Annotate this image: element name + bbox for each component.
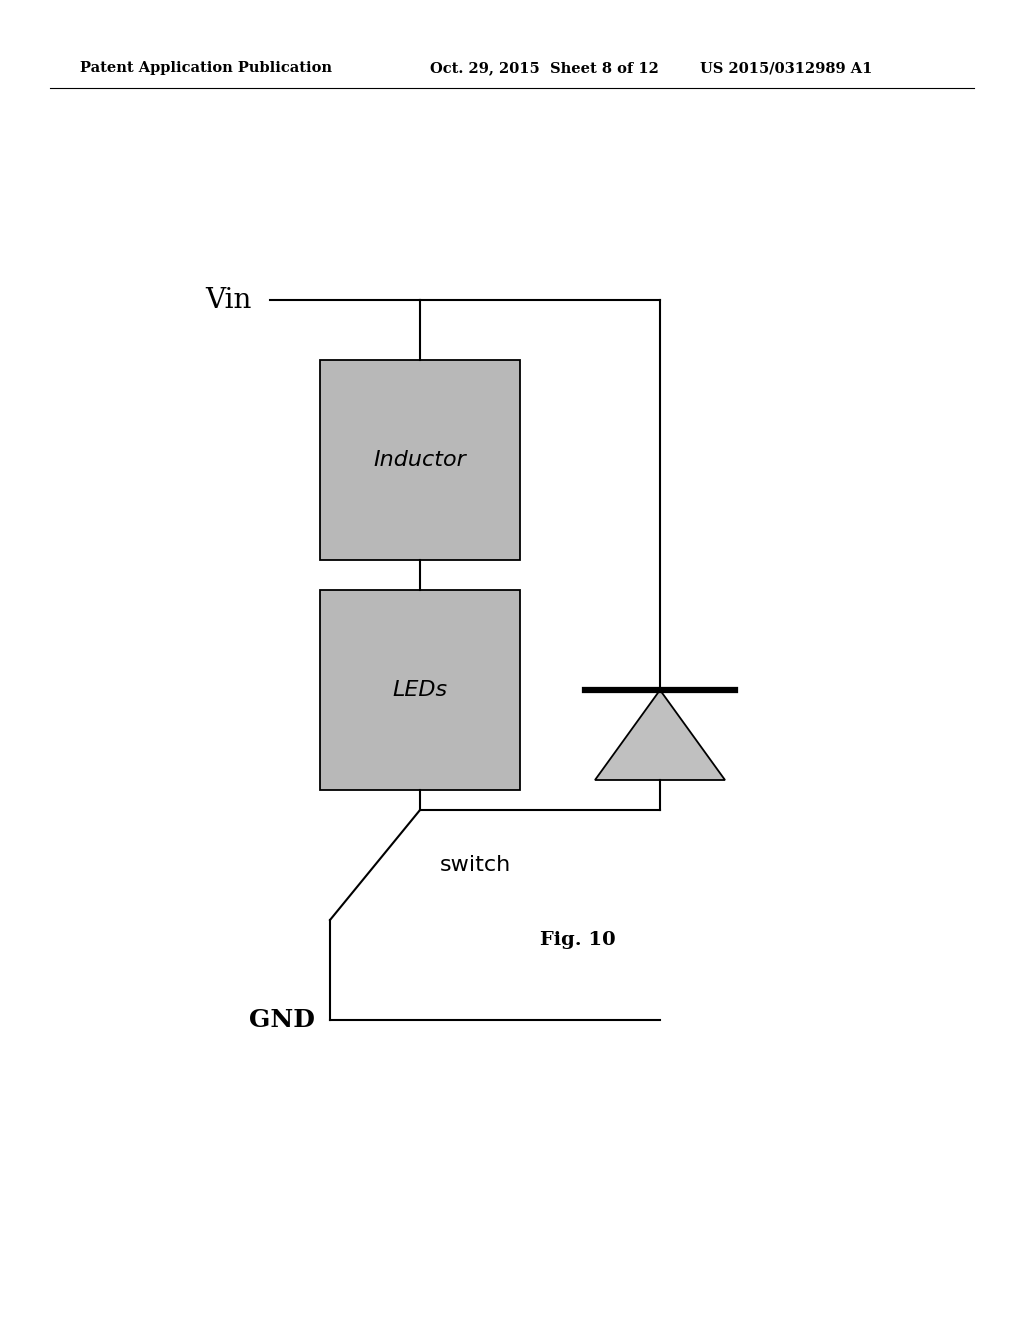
Text: Oct. 29, 2015  Sheet 8 of 12: Oct. 29, 2015 Sheet 8 of 12 <box>430 61 658 75</box>
Text: switch: switch <box>440 855 511 875</box>
Text: Vin: Vin <box>206 286 252 314</box>
Polygon shape <box>595 690 725 780</box>
Bar <box>319 360 520 560</box>
Text: US 2015/0312989 A1: US 2015/0312989 A1 <box>700 61 872 75</box>
Text: Patent Application Publication: Patent Application Publication <box>80 61 332 75</box>
Text: Fig. 10: Fig. 10 <box>540 931 615 949</box>
Text: GND: GND <box>249 1008 315 1032</box>
Text: LEDs: LEDs <box>392 680 447 700</box>
Bar <box>319 590 520 789</box>
Text: Inductor: Inductor <box>374 450 466 470</box>
